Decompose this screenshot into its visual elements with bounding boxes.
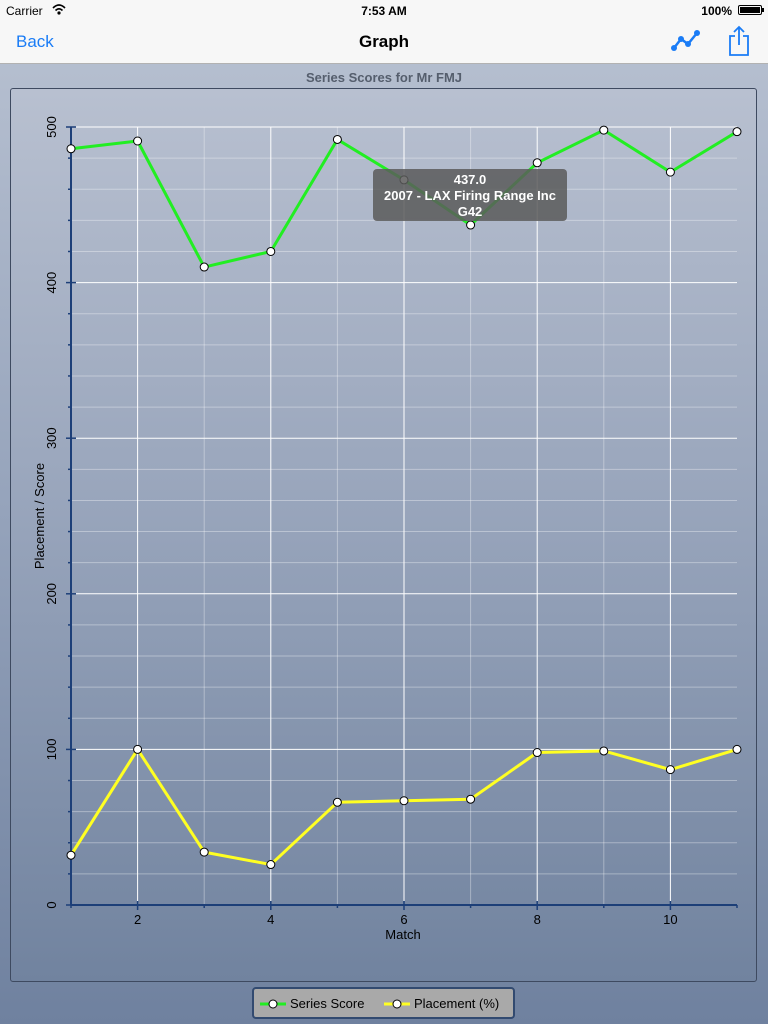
legend-label-placement: Placement (%) xyxy=(414,996,500,1011)
carrier-label: Carrier xyxy=(6,4,43,18)
page-title: Graph xyxy=(358,32,410,51)
data-point-series-score xyxy=(466,220,476,230)
tooltip-code: G42 xyxy=(457,204,483,219)
data-point-placement xyxy=(332,797,342,807)
tooltip-value: 437.0 xyxy=(453,172,487,187)
data-point-placement xyxy=(665,765,675,775)
legend-swatch-placement xyxy=(384,999,410,1009)
data-point-series-score xyxy=(66,144,76,154)
chart-title: Series Scores for Mr FMJ xyxy=(305,70,463,85)
data-point-series-score xyxy=(133,136,143,146)
status-time: 7:53 AM xyxy=(361,4,407,18)
data-point-placement xyxy=(133,744,143,754)
line-graph-icon[interactable] xyxy=(670,28,702,54)
battery-icon xyxy=(738,5,764,15)
wifi-icon xyxy=(52,4,66,15)
chart-legend: Series Score Placement (%) xyxy=(252,987,515,1019)
x-tick-label: 2 xyxy=(134,912,141,927)
back-button[interactable]: Back xyxy=(16,32,54,51)
status-bar: Carrier 7:53 AM 100% xyxy=(0,0,768,20)
data-point-series-score xyxy=(199,262,209,272)
tooltip-event: 2007 - LAX Firing Range Inc xyxy=(384,188,556,203)
x-axis-label: Match xyxy=(385,927,420,942)
x-tick-label: 4 xyxy=(267,912,274,927)
y-tick-label: 100 xyxy=(44,739,59,761)
y-tick-label: 500 xyxy=(44,116,59,138)
data-point-series-score xyxy=(732,127,742,137)
y-axis-label: Placement / Score xyxy=(32,463,47,569)
data-point-series-score xyxy=(532,158,542,168)
data-point-tooltip: 437.0 2007 - LAX Firing Range Inc G42 xyxy=(373,169,567,221)
share-icon[interactable] xyxy=(726,25,752,57)
y-tick-label: 300 xyxy=(44,427,59,449)
data-point-series-score xyxy=(266,246,276,256)
x-tick-label: 10 xyxy=(663,912,677,927)
data-point-placement xyxy=(732,744,742,754)
data-point-placement xyxy=(66,850,76,860)
y-tick-label: 0 xyxy=(44,901,59,908)
y-tick-label: 400 xyxy=(44,272,59,294)
data-point-placement xyxy=(399,796,409,806)
data-point-series-score xyxy=(665,167,675,177)
y-tick-label: 200 xyxy=(44,583,59,605)
legend-label-series-score: Series Score xyxy=(290,996,365,1011)
data-point-series-score xyxy=(332,134,342,144)
x-tick-label: 8 xyxy=(534,912,541,927)
data-point-series-score xyxy=(599,125,609,135)
data-point-placement xyxy=(466,794,476,804)
data-point-placement xyxy=(266,860,276,870)
navigation-bar: Back Graph xyxy=(0,20,768,64)
data-point-placement xyxy=(199,847,209,857)
legend-swatch-series-score xyxy=(260,999,286,1009)
x-tick-label: 6 xyxy=(400,912,407,927)
battery-percent: 100% xyxy=(701,4,732,18)
data-point-placement xyxy=(532,748,542,758)
data-point-placement xyxy=(599,746,609,756)
plot-area-frame xyxy=(10,88,757,982)
